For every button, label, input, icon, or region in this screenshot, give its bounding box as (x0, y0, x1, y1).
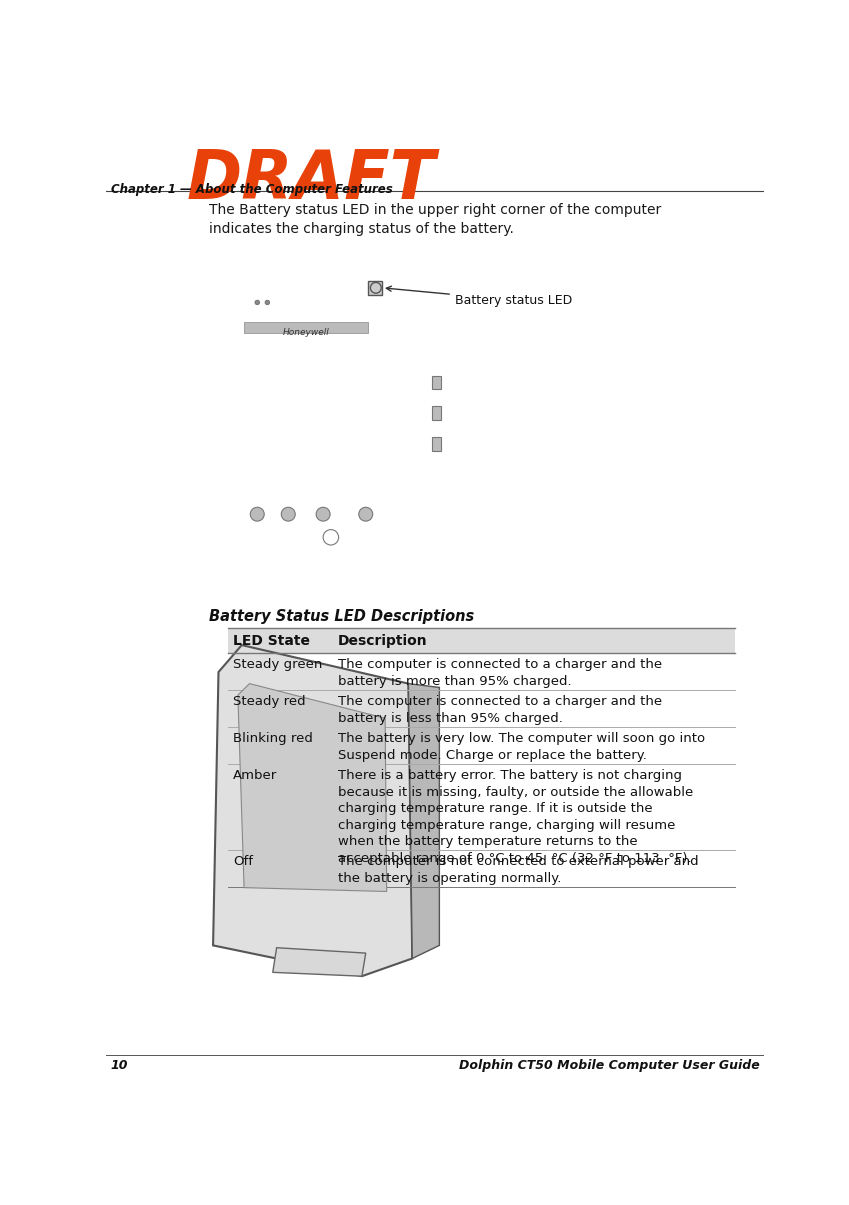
Polygon shape (213, 645, 413, 976)
Bar (244, 323, 368, 334)
Text: The computer is connected to a charger and the
battery is more than 95% charged.: The computer is connected to a charger a… (338, 658, 662, 688)
Circle shape (359, 507, 373, 521)
Text: 10: 10 (110, 1059, 128, 1072)
Bar (431, 437, 441, 451)
Polygon shape (408, 683, 440, 958)
Circle shape (255, 300, 260, 305)
Polygon shape (273, 947, 366, 976)
Text: Amber: Amber (233, 769, 278, 782)
Circle shape (316, 507, 330, 521)
Bar (431, 406, 441, 421)
Text: Dolphin CT50 Mobile Computer User Guide: Dolphin CT50 Mobile Computer User Guide (458, 1059, 760, 1072)
Text: The computer is connected to a charger and the
battery is less than 95% charged.: The computer is connected to a charger a… (338, 695, 662, 724)
Text: DRAFT: DRAFT (187, 147, 436, 213)
Circle shape (250, 507, 264, 521)
Text: The computer is not connected to external power and
the battery is operating nor: The computer is not connected to externa… (338, 856, 699, 884)
Polygon shape (238, 683, 386, 892)
Text: Chapter 1 — About the Computer Features: Chapter 1 — About the Computer Features (110, 183, 392, 196)
Circle shape (265, 300, 270, 305)
Text: The battery is very low. The computer will soon go into
Suspend mode. Charge or : The battery is very low. The computer wi… (338, 733, 705, 762)
Text: Steady green: Steady green (233, 658, 323, 671)
Text: Off: Off (233, 856, 253, 869)
Text: There is a battery error. The battery is not charging
because it is missing, fau: There is a battery error. The battery is… (338, 769, 693, 864)
Bar (368, 281, 382, 295)
Text: Battery status LED: Battery status LED (386, 287, 572, 306)
Text: The Battery status LED in the upper right corner of the computer
indicates the c: The Battery status LED in the upper righ… (209, 204, 661, 236)
Bar (228, 628, 735, 653)
Text: Battery Status LED Descriptions: Battery Status LED Descriptions (209, 609, 475, 624)
Text: Description: Description (338, 634, 428, 647)
Circle shape (281, 507, 295, 521)
Bar (431, 376, 441, 389)
Text: LED State: LED State (233, 634, 310, 647)
Text: Honeywell: Honeywell (283, 328, 329, 337)
Circle shape (370, 282, 381, 293)
Text: Steady red: Steady red (233, 695, 306, 709)
Text: Blinking red: Blinking red (233, 733, 313, 745)
